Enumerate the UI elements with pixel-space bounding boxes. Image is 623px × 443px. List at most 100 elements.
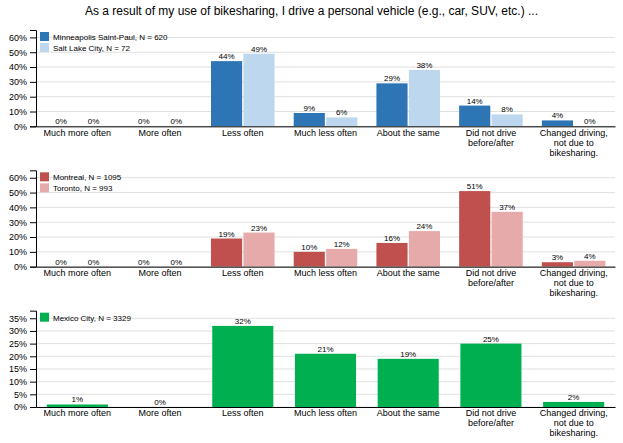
grid-line — [36, 207, 615, 208]
data-label: 0% — [584, 117, 596, 126]
legend-item: Minneapolis Saint-Paul, N = 620 — [40, 32, 168, 42]
data-label: 38% — [416, 61, 432, 70]
y-tick-mark — [30, 394, 36, 395]
bar — [295, 354, 356, 407]
grid-line — [36, 251, 615, 252]
data-label: 6% — [336, 108, 348, 117]
x-tick-label-line: Did not drive — [466, 408, 517, 418]
x-tick: Much more often — [44, 126, 112, 137]
x-tick-label-line: More often — [139, 268, 182, 278]
y-tick: 0% — [14, 262, 36, 272]
data-label: 1% — [72, 395, 84, 404]
y-tick: 60% — [9, 173, 36, 183]
legend-label: Montreal, N = 1095 — [53, 173, 122, 182]
x-tick-label: About the same — [377, 268, 440, 278]
y-tick-label: 5% — [14, 390, 27, 400]
y-tick: 0% — [14, 402, 36, 412]
legend: Mexico City, N = 3329 — [40, 313, 131, 323]
x-tick: Much more often — [44, 407, 112, 418]
y-tick-label: 50% — [9, 48, 27, 58]
data-label: 8% — [501, 105, 513, 114]
data-label: 0% — [138, 258, 150, 267]
y-tick: 20% — [9, 352, 36, 362]
x-tick-label-line: Did not drive — [466, 268, 517, 278]
y-tick-label: 15% — [9, 364, 27, 374]
data-label: 21% — [317, 345, 333, 354]
x-tick-label: Much more often — [44, 408, 112, 418]
x-tick: Did not drivebefore/after — [466, 126, 517, 147]
x-tick-label: Changed driving,not due tobikesharing. — [540, 128, 608, 158]
chart-container: As a result of my use of bikesharing, I … — [0, 0, 623, 443]
y-tick-label: 30% — [9, 218, 27, 228]
bar — [543, 402, 604, 407]
y-axis: 0%10%20%30%40%50%60% — [9, 171, 37, 272]
y-tick-mark — [30, 67, 36, 68]
data-label: 0% — [55, 117, 67, 126]
y-tick: 25% — [9, 339, 36, 349]
x-tick-label-line: Changed driving, — [540, 408, 608, 418]
y-tick-label: 25% — [9, 339, 27, 349]
x-tick-label-line: bikesharing. — [549, 428, 598, 438]
bar — [378, 359, 439, 407]
x-axis: Much more oftenMore oftenLess oftenMuch … — [37, 407, 616, 438]
legend: Minneapolis Saint-Paul, N = 620Salt Lake… — [40, 32, 168, 53]
data-label: 3% — [552, 253, 564, 262]
bars — [211, 191, 605, 267]
bar — [211, 239, 242, 267]
y-tick-label: 20% — [9, 92, 27, 102]
bar — [459, 106, 490, 127]
x-tick-label: More often — [139, 128, 182, 138]
y-tick-label: 10% — [9, 247, 27, 257]
x-tick-label: About the same — [377, 408, 440, 418]
x-tick-label-line: Changed driving, — [540, 128, 608, 138]
y-axis-line — [30, 31, 37, 127]
y-tick-label: 0% — [14, 262, 27, 272]
y-tick-mark — [30, 207, 36, 208]
x-tick-label-line: About the same — [377, 128, 440, 138]
y-tick-mark — [30, 193, 36, 194]
bars — [211, 54, 573, 127]
x-tick-label-line: Much more often — [44, 408, 112, 418]
y-tick-mark — [30, 252, 36, 253]
data-labels: 0%0%19%10%16%51%3%0%0%23%12%24%37%4% — [55, 182, 595, 267]
legend-item: Toronto, N = 993 — [40, 183, 113, 193]
data-label: 10% — [301, 243, 317, 252]
x-tick: Much less often — [294, 267, 357, 278]
bar — [376, 243, 407, 267]
chart-svg: As a result of my use of bikesharing, I … — [0, 0, 623, 443]
data-label: 49% — [251, 45, 267, 54]
series — [243, 212, 605, 267]
legend-item: Salt Lake City, N = 72 — [40, 43, 131, 53]
grid-line — [36, 177, 615, 178]
y-tick-mark — [30, 126, 36, 127]
x-tick-label: Less often — [222, 128, 264, 138]
x-tick-label-line: About the same — [377, 408, 440, 418]
x-tick-label-line: not due to — [554, 138, 594, 148]
y-tick: 0% — [14, 122, 36, 132]
y-axis: 0%10%20%30%40%50%60% — [9, 31, 37, 132]
x-tick-label-line: Much more often — [44, 128, 112, 138]
y-tick-mark — [30, 344, 36, 345]
data-label: 14% — [467, 97, 483, 106]
data-label: 24% — [416, 222, 432, 231]
bar — [409, 231, 440, 267]
panel: 0%5%10%15%20%25%30%35%1%0%32%21%19%25%2%… — [9, 311, 616, 438]
bar — [574, 261, 605, 267]
x-tick: Changed driving,not due tobikesharing. — [540, 407, 608, 438]
bar — [376, 83, 407, 126]
x-tick: Did not drivebefore/after — [466, 407, 517, 428]
x-tick-label-line: Less often — [222, 128, 264, 138]
x-tick-label: Changed driving,not due tobikesharing. — [540, 408, 608, 438]
x-tick-label-line: not due to — [554, 278, 594, 288]
x-tick: Much more often — [44, 267, 112, 278]
x-tick-label-line: Less often — [222, 268, 264, 278]
series — [211, 191, 573, 267]
x-tick: Less often — [222, 267, 264, 278]
x-tick: More often — [139, 407, 182, 418]
y-tick: 10% — [9, 377, 36, 387]
y-tick-mark — [30, 112, 36, 113]
y-tick-mark — [30, 52, 36, 53]
y-tick-mark — [30, 82, 36, 83]
x-tick-label-line: Less often — [222, 408, 264, 418]
legend-swatch — [40, 313, 49, 322]
